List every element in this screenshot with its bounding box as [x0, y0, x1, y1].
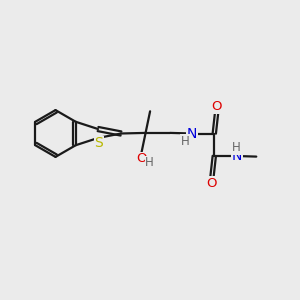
- Text: H: H: [181, 134, 190, 148]
- Text: O: O: [212, 100, 222, 113]
- Text: N: N: [187, 127, 197, 140]
- Text: S: S: [94, 136, 103, 150]
- Text: O: O: [136, 152, 147, 165]
- Text: N: N: [232, 149, 242, 163]
- Text: H: H: [145, 156, 154, 170]
- Text: H: H: [232, 141, 241, 154]
- Text: O: O: [207, 176, 217, 190]
